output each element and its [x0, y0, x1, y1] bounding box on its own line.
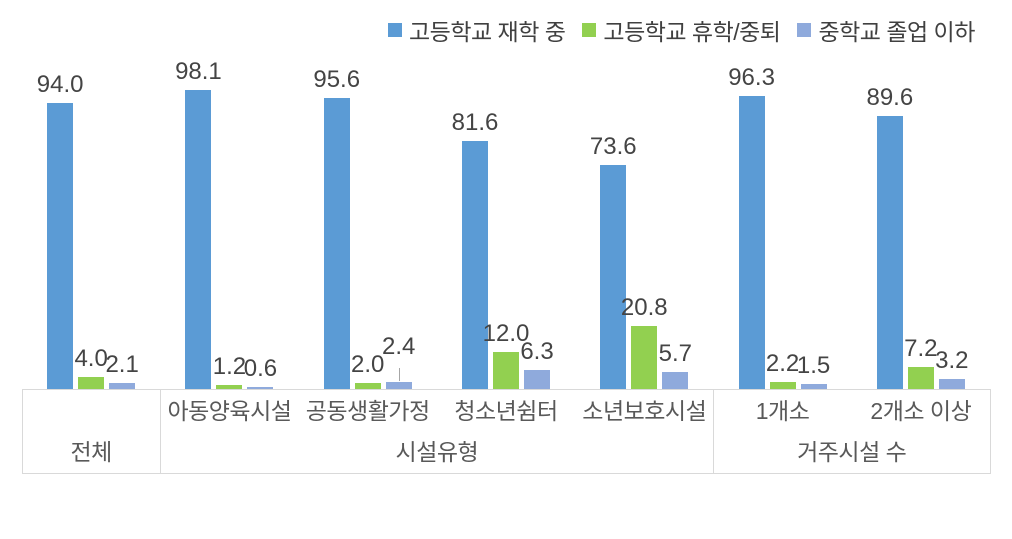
axis-line: [22, 389, 990, 390]
axis-group-label: 시설유형: [395, 439, 479, 465]
bar-label: 2.1: [105, 350, 139, 378]
legend-swatch-icon: [797, 23, 812, 37]
bar: [600, 164, 627, 389]
bar-label: 20.8: [620, 293, 668, 321]
bar: [662, 371, 689, 389]
bar-label: 81.6: [451, 108, 499, 136]
axis-sub-label: 1개소: [755, 398, 810, 424]
bar: [323, 97, 350, 389]
bar: [769, 382, 796, 389]
bar: [800, 384, 827, 389]
leader-line: [398, 367, 400, 381]
bar-label: 12.0: [482, 320, 530, 348]
bar-label: 95.6: [313, 65, 361, 93]
legend-item: 고등학교 재학 중: [388, 13, 566, 47]
bar: [493, 352, 519, 389]
legend-item: 중학교 졸업 이하: [797, 13, 975, 47]
bar-label: 2.2: [765, 350, 800, 378]
bar: [216, 385, 243, 389]
bar-label: 96.3: [728, 63, 775, 91]
axis-line: [22, 473, 990, 474]
axis-group-label: 전체: [70, 439, 112, 465]
bar-label: 1.2: [212, 353, 247, 381]
bar: [738, 95, 765, 389]
bar-label: 1.5: [796, 352, 831, 380]
axis-sub-label: 청소년쉼터: [454, 398, 558, 424]
axis-sub-label: 소년보호시설: [582, 398, 707, 424]
axis-tick-line: [160, 389, 162, 474]
axis-sub-label: 공동생활가정: [305, 398, 430, 424]
bar: [524, 369, 550, 389]
bar: [185, 90, 212, 389]
bar: [109, 382, 136, 389]
legend-label: 중학교 졸업 이하: [818, 19, 975, 45]
axis-group-label: 거주시설 수: [797, 439, 907, 465]
bar: [876, 116, 903, 389]
bar-label: 98.1: [175, 58, 222, 86]
bar: [907, 367, 934, 389]
axis-tick-line: [22, 389, 23, 474]
bar: [47, 102, 74, 389]
bar: [938, 379, 965, 389]
bar: [462, 140, 488, 389]
bar-label: 4.0: [74, 344, 108, 372]
axis-sub-label: 아동양육시설: [167, 398, 292, 424]
bar-label: 2.4: [382, 332, 416, 360]
axis-tick-line: [713, 389, 715, 474]
axis-sub-label: 2개소 이상: [870, 398, 972, 424]
bar-label: 0.6: [243, 355, 278, 383]
bar-label: 7.2: [904, 335, 938, 363]
bar: [247, 387, 274, 389]
legend: 고등학교 재학 중 고등학교 휴학/중퇴 중학교 졸업 이하: [388, 13, 975, 47]
bar-label: 73.6: [589, 132, 637, 160]
bar-label: 89.6: [866, 84, 914, 112]
bar-label: 6.3: [520, 337, 554, 365]
bar: [631, 325, 658, 389]
legend-swatch-icon: [582, 23, 597, 37]
legend-swatch-icon: [388, 23, 402, 37]
legend-item: 고등학교 휴학/중퇴: [582, 13, 781, 47]
bar-label: 94.0: [36, 70, 84, 98]
axis-tick-line: [990, 389, 991, 474]
bar: [385, 381, 412, 389]
bar: [354, 382, 381, 389]
legend-label: 고등학교 재학 중: [409, 19, 566, 45]
bar-label: 5.7: [658, 339, 692, 367]
bar: [78, 376, 105, 389]
bar-label: 2.0: [351, 350, 385, 378]
bar-label: 3.2: [935, 347, 969, 375]
legend-label: 고등학교 휴학/중퇴: [603, 19, 781, 45]
